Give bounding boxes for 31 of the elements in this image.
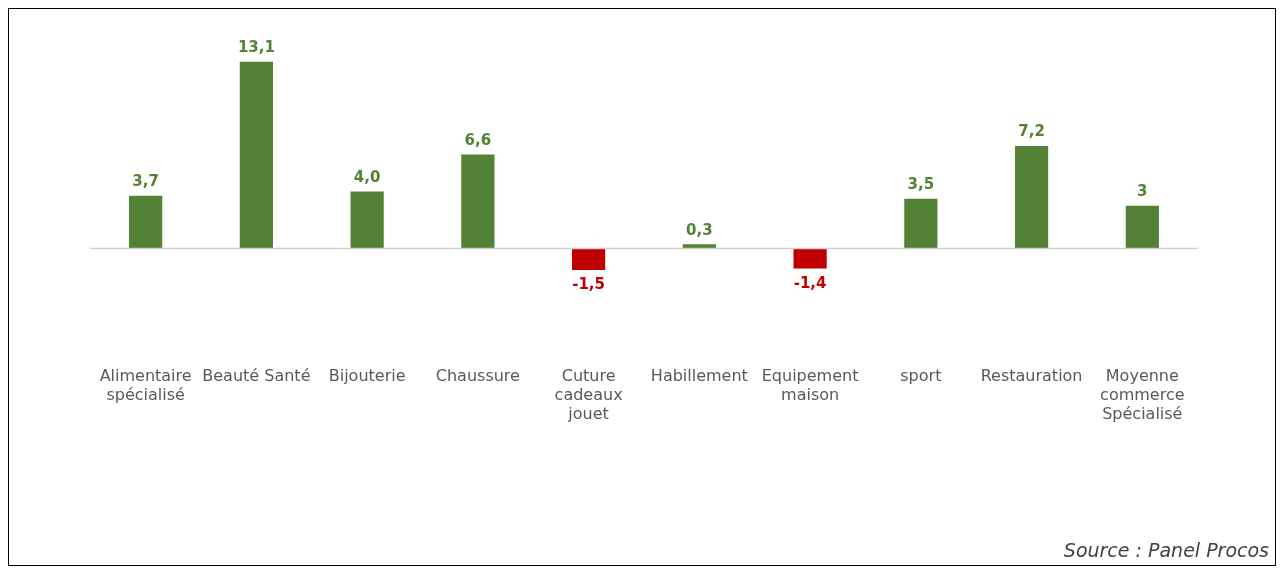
bar <box>904 198 938 249</box>
x-tick-label: Chaussure <box>435 365 520 385</box>
bar <box>239 61 273 249</box>
bar <box>793 248 827 269</box>
data-label: 3 <box>1137 182 1148 201</box>
x-tick-label: Habillement <box>650 365 748 385</box>
data-label: 3,5 <box>907 175 935 194</box>
bar <box>129 195 163 249</box>
bar <box>682 244 716 249</box>
bar <box>461 154 495 249</box>
x-tick-label: Restauration <box>980 365 1083 385</box>
bar <box>1014 145 1049 249</box>
x-tick-label: Moyenne commerce Spécialisé <box>1100 365 1185 424</box>
x-tick-label: Cuture cadeaux jouet <box>554 365 623 424</box>
x-tick-label: Alimentaire spécialisé <box>99 365 192 404</box>
x-tick-label: Bijouterie <box>328 365 406 385</box>
bar <box>1125 205 1159 249</box>
bar <box>350 191 384 249</box>
data-label: 0,3 <box>686 220 713 239</box>
data-label: 4,0 <box>353 167 381 186</box>
data-label: 7,2 <box>1018 122 1045 141</box>
x-tick-label: sport <box>900 365 942 385</box>
data-label: -1,5 <box>572 275 606 294</box>
data-label: -1,4 <box>793 273 827 292</box>
data-label: 13,1 <box>237 38 275 57</box>
data-label: 6,6 <box>464 130 492 149</box>
source-note: Source : Panel Procos <box>1063 539 1269 561</box>
x-tick-label: Beauté Santé <box>202 365 311 385</box>
x-tick-label: Equipement maison <box>761 365 859 404</box>
bar <box>572 248 606 270</box>
data-label: 3,7 <box>132 172 159 191</box>
